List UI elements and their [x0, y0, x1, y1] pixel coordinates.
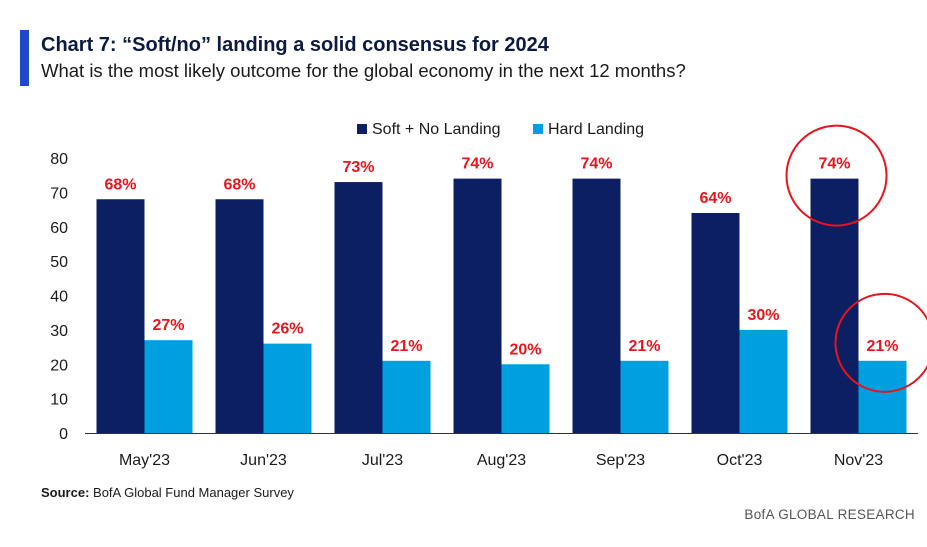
bar-hard-landing: [501, 364, 550, 433]
bar-soft-landing: [572, 178, 621, 433]
y-tick-label: 70: [50, 185, 68, 202]
annotation-circle-soft: [785, 124, 888, 227]
source-label: Source:: [41, 485, 90, 500]
x-tick-label: May'23: [119, 452, 170, 469]
annotation-circle-hard: [834, 292, 927, 393]
data-label: 74%: [580, 156, 612, 173]
data-label: 68%: [223, 176, 255, 193]
bar-hard-landing: [620, 360, 669, 433]
bar-hard-landing: [858, 360, 907, 433]
data-label: 21%: [390, 338, 422, 355]
x-tick-label: Aug'23: [477, 452, 526, 469]
chart-subtitle: What is the most likely outcome for the …: [41, 60, 686, 81]
bar-soft-landing: [453, 178, 502, 433]
legend-swatch-hard: [533, 124, 543, 134]
bar-soft-landing: [215, 199, 264, 433]
y-tick-label: 0: [59, 426, 68, 443]
bar-hard-landing: [739, 329, 788, 433]
data-label: 30%: [747, 307, 779, 324]
x-tick-label: Jun'23: [240, 452, 287, 469]
data-label: 74%: [818, 156, 850, 173]
bar-soft-landing: [334, 182, 383, 433]
x-tick-label: Jul'23: [362, 452, 403, 469]
data-label: 73%: [342, 159, 374, 176]
data-label: 27%: [152, 317, 184, 334]
x-tick-label: Sep'23: [596, 452, 645, 469]
y-tick-label: 10: [50, 392, 68, 409]
source-text: BofA Global Fund Manager Survey: [93, 485, 294, 500]
bar-hard-landing: [144, 340, 193, 433]
y-tick-label: 50: [50, 254, 68, 271]
y-tick-label: 20: [50, 357, 68, 374]
data-label: 68%: [104, 176, 136, 193]
data-label: 21%: [628, 338, 660, 355]
chart-title: Chart 7: “Soft/no” landing a solid conse…: [41, 34, 549, 56]
legend-label-hard: Hard Landing: [548, 121, 644, 138]
legend-label-soft: Soft + No Landing: [372, 121, 501, 138]
y-tick-label: 40: [50, 289, 68, 306]
bar-hard-landing: [263, 343, 312, 433]
data-label: 74%: [461, 156, 493, 173]
legend-swatch-soft: [357, 124, 367, 134]
data-label: 20%: [509, 341, 541, 358]
data-label: 26%: [271, 321, 303, 338]
bar-soft-landing: [691, 213, 740, 433]
y-tick-label: 60: [50, 220, 68, 237]
title-accent-bar: [20, 30, 29, 86]
bar-soft-landing: [810, 178, 859, 433]
data-label: 21%: [866, 338, 898, 355]
y-tick-label: 30: [50, 323, 68, 340]
x-tick-label: Nov'23: [834, 452, 883, 469]
bar-chart: 0 10 20 30 40 50 60 70 80 68% 27% May'23 68% 26% Jun'2…: [50, 121, 927, 469]
y-tick-label: 80: [50, 151, 68, 168]
bar-soft-landing: [96, 199, 145, 433]
source-note: Source: BofA Global Fund Manager Survey: [41, 485, 294, 500]
brand-footer: BofA GLOBAL RESEARCH: [744, 507, 915, 522]
data-label: 64%: [699, 190, 731, 207]
x-tick-label: Oct'23: [717, 452, 763, 469]
bar-hard-landing: [382, 360, 431, 433]
